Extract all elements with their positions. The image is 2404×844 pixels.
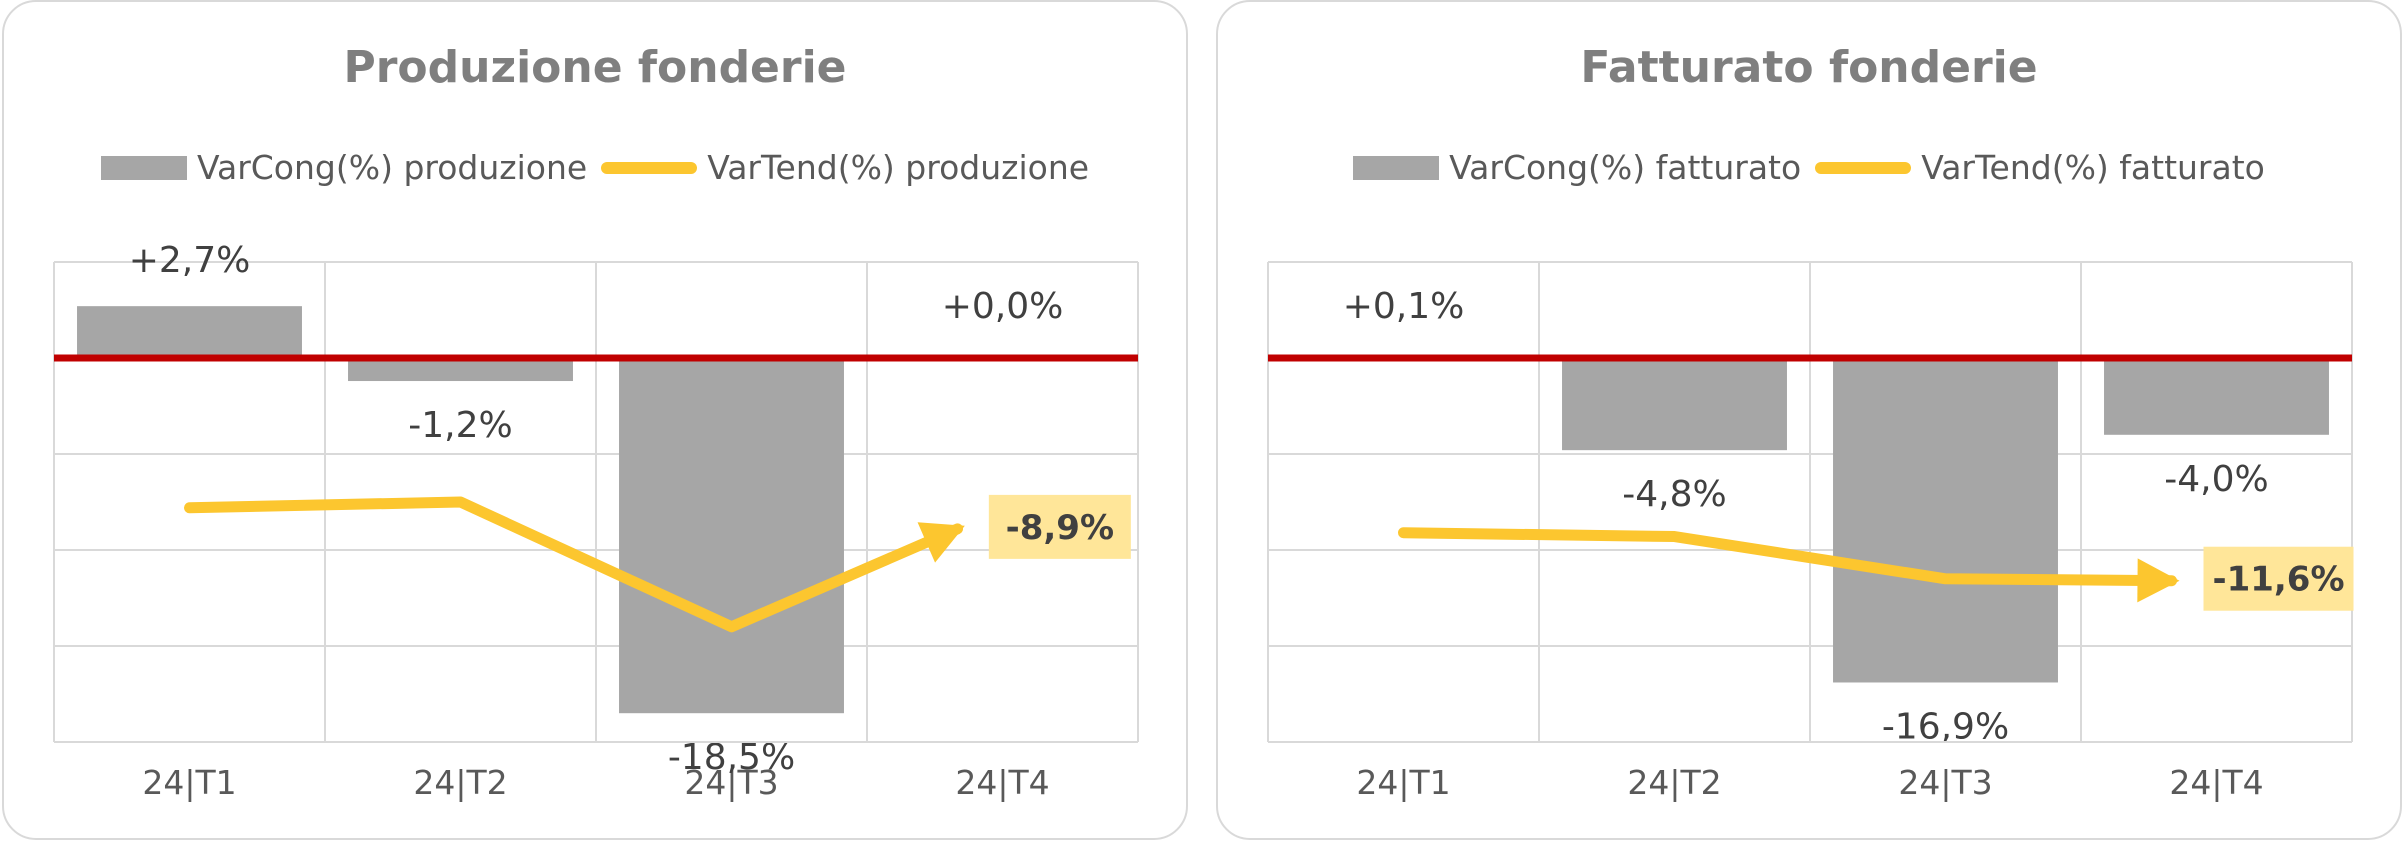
trend-line: [1398, 527, 2177, 587]
bar: [1833, 358, 2058, 683]
legend-swatch-line: [601, 161, 698, 174]
chart-legend: VarCong(%) fatturato VarTend(%) fatturat…: [1218, 148, 2400, 187]
bar: [348, 358, 573, 382]
bar-data-label: -4,0%: [2164, 459, 2268, 500]
x-tick-label: 24|T3: [684, 763, 778, 802]
x-tick-label: 24|T4: [955, 763, 1049, 802]
trend-end-label: -8,9%: [1006, 508, 1114, 548]
chart-plot-fatturato: 24|T1 24|T2 24|T3 24|T4 +0,1% -4,8% -16,9% -4,0…: [1267, 261, 2354, 802]
bar-data-label: +0,0%: [942, 286, 1064, 327]
trend-arrow-head: [2137, 558, 2180, 603]
x-tick-label: 24|T1: [1356, 763, 1450, 802]
bar-data-label: -18,5%: [668, 737, 795, 778]
legend-item-line: VarTend(%) produzione: [601, 148, 1089, 187]
legend-label-line: VarTend(%) produzione: [707, 148, 1090, 187]
x-tick-label: 24|T2: [1627, 763, 1721, 802]
bar: [77, 306, 302, 358]
chart-title: Produzione fonderie: [343, 42, 847, 93]
chart-legend: VarCong(%) produzione VarTend(%) produzi…: [4, 148, 1186, 187]
chart-panel-fatturato: Fatturato fonderie VarCong(%) fatturato …: [1216, 0, 2402, 840]
bar-data-label: -1,2%: [408, 405, 512, 446]
trend-arrow-head: [917, 522, 965, 563]
legend-label-line: VarTend(%) fatturato: [1921, 148, 2265, 187]
bar: [1562, 358, 1787, 451]
bar-data-label: +2,7%: [129, 240, 251, 281]
bar-data-label: -16,9%: [1882, 706, 2009, 747]
trend-end-label-bg: [988, 494, 1131, 559]
bar-data-label: -4,8%: [1622, 474, 1726, 515]
legend-swatch-line: [1815, 161, 1912, 174]
chart-panel-produzione: Produzione fonderie VarCong(%) produzion…: [2, 0, 1188, 840]
legend-item-bar: VarCong(%) fatturato: [1353, 148, 1801, 187]
x-tick-label: 24|T3: [1898, 763, 1992, 802]
legend-label-bar: VarCong(%) produzione: [196, 148, 588, 187]
bar: [2104, 358, 2329, 435]
legend-item-line: VarTend(%) fatturato: [1815, 148, 2265, 187]
trend-end-label: -11,6%: [2212, 560, 2344, 600]
bar: [619, 358, 844, 714]
chart-title: Fatturato fonderie: [1580, 42, 2038, 93]
trend-line: [184, 496, 963, 633]
x-tick-label: 24|T1: [142, 763, 236, 802]
legend-label-bar: VarCong(%) fatturato: [1449, 148, 1802, 187]
x-tick-label: 24|T2: [413, 763, 507, 802]
legend-swatch-bar: [1353, 155, 1440, 180]
trend-end-label-bg: [2203, 546, 2354, 611]
legend-swatch-bar: [100, 155, 187, 180]
bar-data-label: +0,1%: [1343, 286, 1465, 327]
legend-item-bar: VarCong(%) produzione: [100, 148, 588, 187]
x-tick-label: 24|T4: [2169, 763, 2263, 802]
chart-plot-produzione: 24|T1 24|T2 24|T3 24|T4 +2,7% -1,2% -18,5% +0,0…: [53, 240, 1139, 802]
